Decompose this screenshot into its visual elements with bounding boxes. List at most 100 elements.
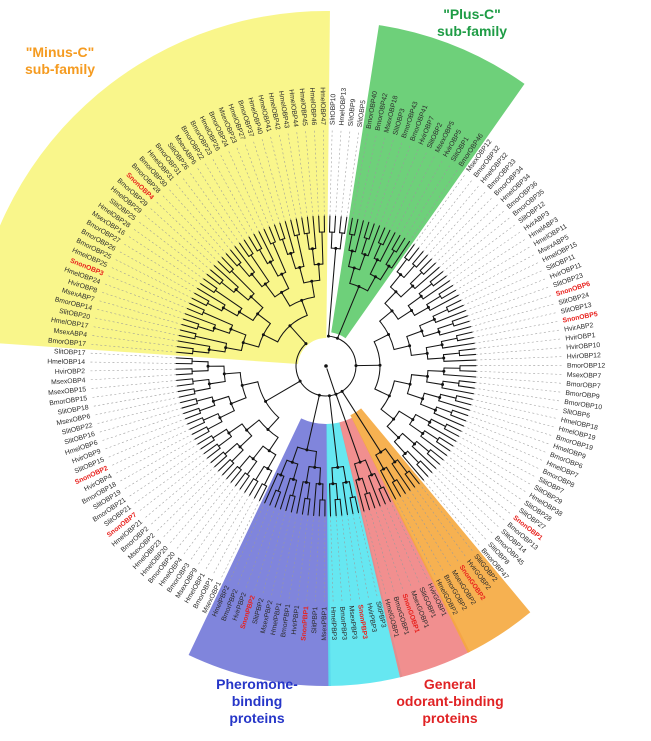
leaf-guide-line: [142, 213, 211, 271]
tree-branch: [432, 309, 449, 317]
leaf-guide-line: [203, 161, 250, 238]
tree-branch: [442, 352, 460, 356]
tree-branch: [443, 374, 477, 378]
tree-branch: [339, 232, 343, 250]
tree-branch: [331, 467, 334, 485]
leaf-guide-line: [458, 435, 537, 478]
leaf-guide-line: [395, 498, 437, 578]
tree-branch: [373, 243, 382, 259]
tree-branch: [239, 475, 250, 490]
leaf-guide-line: [110, 428, 191, 467]
tree-branch: [396, 258, 408, 273]
tree-branch: [349, 267, 355, 284]
tree-branch: [456, 395, 473, 400]
leaf-guide-line: [418, 483, 474, 553]
tree-branch: [222, 462, 235, 476]
tree-branch: [246, 419, 260, 431]
tree-branch: [207, 302, 223, 312]
tree-branch: [354, 496, 360, 513]
plus-c-line1: "Plus-C": [443, 6, 501, 22]
tree-branch: [373, 333, 390, 343]
leaf-label: SlitOBP10: [329, 93, 337, 125]
tree-branch: [228, 423, 243, 434]
leaf-guide-line: [97, 407, 183, 434]
leaf-guide-line: [143, 462, 212, 520]
leaf-guide-line: [227, 149, 265, 230]
tree-branch: [187, 417, 203, 425]
tree-branch: [248, 236, 258, 252]
tree-branch: [200, 283, 215, 293]
leaf-guide-line: [100, 413, 184, 442]
leaf-guide-line: [252, 139, 281, 224]
tree-branch: [378, 488, 386, 505]
leaf-guide-line: [335, 515, 343, 604]
leaf-label-highlight: SnonPBP1: [300, 606, 310, 641]
tree-branch: [299, 266, 305, 284]
tree-branch: [239, 435, 253, 448]
leaf-guide-line: [89, 380, 177, 390]
tree-branch: [219, 410, 235, 419]
leaf-guide-line: [88, 361, 177, 364]
tree-branch: [191, 426, 208, 435]
tree-branch: [235, 472, 246, 487]
tree-branch: [250, 254, 270, 283]
tree-branch: [177, 388, 195, 393]
leaf-guide-line: [91, 391, 179, 407]
leaf-guide-line: [154, 200, 219, 262]
leaf-guide-line: [449, 230, 523, 282]
tree-branch: [291, 446, 299, 463]
tree-branch: [391, 481, 401, 497]
tree-branch: [409, 271, 423, 285]
tree-branch: [263, 228, 272, 245]
leaf-guide-line: [369, 509, 396, 594]
tree-branch: [406, 330, 423, 338]
tree-branch: [355, 479, 365, 512]
tree-branch: [441, 289, 457, 299]
leaf-guide-line: [384, 146, 420, 229]
tree-branch: [429, 294, 459, 311]
tree-branch: [327, 247, 337, 337]
leaf-guide-line: [439, 463, 507, 522]
tree-branch: [442, 380, 460, 384]
leaf-guide-line: [161, 193, 223, 258]
tree-branch: [334, 215, 337, 233]
tree-branch: [231, 449, 244, 462]
tree-branch: [393, 345, 411, 351]
tree-branch: [189, 421, 205, 430]
tree-branch: [414, 306, 429, 316]
tree-branch: [426, 453, 441, 465]
tree-branch: [406, 393, 424, 400]
tree-branch: [435, 310, 466, 323]
tree-branch: [212, 428, 227, 439]
leaf-guide-line: [329, 128, 333, 217]
tree-branch: [402, 432, 416, 445]
tree-branch: [415, 414, 431, 423]
tree-branch: [178, 393, 196, 398]
leaf-guide-line: [296, 129, 308, 218]
root-dot: [324, 364, 328, 368]
tree-branch: [397, 309, 413, 320]
leaf-guide-line: [363, 135, 386, 221]
tree-branch: [267, 417, 280, 430]
tree-branch: [438, 436, 454, 447]
tree-branch: [213, 265, 239, 288]
tree-branch: [279, 477, 291, 510]
tree-branch: [199, 404, 216, 412]
tree-branch: [364, 493, 370, 511]
tree-branch: [214, 455, 228, 468]
tree-branch: [402, 455, 425, 481]
tree-branch: [311, 280, 315, 298]
leaf-guide-line: [306, 515, 314, 604]
leaf-guide-line: [473, 320, 560, 338]
tree-branch: [410, 352, 428, 356]
leaf-guide-line: [235, 145, 270, 228]
tree-branch: [367, 225, 381, 257]
leaf-guide-line: [449, 450, 523, 501]
tree-branch: [349, 497, 354, 515]
leaf-guide-line: [470, 404, 556, 428]
leaf-guide-line: [357, 133, 377, 220]
tree-branch: [354, 463, 360, 480]
leaf-guide-line: [174, 182, 231, 251]
tree-branch: [443, 359, 477, 362]
tree-branch: [458, 348, 476, 352]
